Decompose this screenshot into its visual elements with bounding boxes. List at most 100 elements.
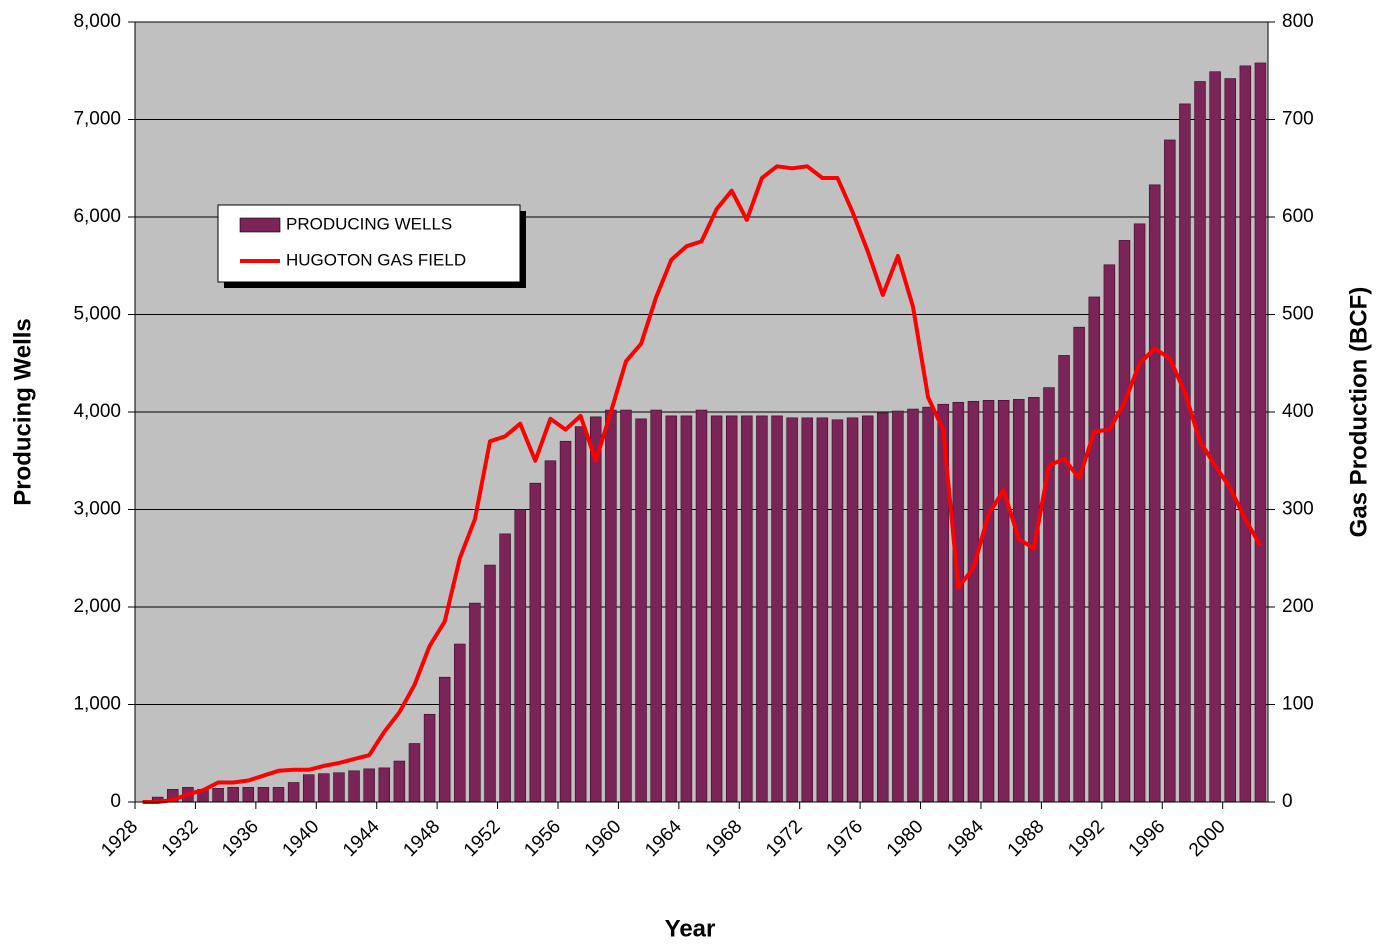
x-tick-label: 1928 (97, 816, 142, 861)
line-series (142, 164, 1263, 804)
bar (680, 415, 693, 803)
bar (287, 782, 300, 803)
bar (378, 767, 390, 803)
y2-tick-label: 100 (1282, 694, 1314, 715)
bar (242, 787, 255, 803)
bar (363, 768, 375, 803)
bar (348, 770, 360, 803)
bar (922, 406, 934, 803)
y-tick-label: 5,000 (73, 304, 121, 325)
y2-tick-label: 800 (1282, 11, 1314, 32)
bar (725, 415, 738, 803)
x-tick-label: 1984 (943, 816, 988, 861)
x-tick-label: 1936 (218, 816, 263, 861)
bar (499, 533, 511, 803)
bar (1073, 326, 1085, 803)
y-tick-label: 6,000 (73, 206, 121, 227)
bar (559, 440, 572, 803)
bar (771, 415, 783, 803)
bar (1164, 139, 1176, 803)
y2-tick-label: 700 (1282, 109, 1314, 130)
bar (514, 509, 526, 803)
x-tick-label: 1980 (883, 816, 928, 861)
bar (1028, 397, 1040, 803)
bar (861, 415, 874, 803)
bar (272, 787, 285, 803)
x-tick-label: 1996 (1125, 816, 1170, 861)
bar (620, 409, 632, 803)
bar (907, 408, 919, 803)
bar (997, 399, 1010, 803)
bar (1254, 62, 1267, 803)
bar (1013, 399, 1025, 803)
y-tick-label: 7,000 (73, 109, 121, 130)
bar (469, 602, 481, 803)
y-tick-label: 1,000 (73, 694, 121, 715)
y-tick-label: 4,000 (73, 401, 121, 422)
bar (302, 774, 315, 803)
y2-tick-label: 0 (1282, 791, 1293, 812)
y-tick-label: 3,000 (73, 499, 121, 520)
bar (605, 409, 617, 803)
bar (816, 417, 829, 803)
bar (877, 412, 889, 803)
y2-tick-label: 500 (1282, 304, 1314, 325)
bar (786, 417, 798, 803)
bar (1224, 78, 1236, 803)
bar (1043, 387, 1055, 803)
bar (695, 409, 708, 803)
x-tick-label: 1992 (1064, 816, 1109, 861)
bar (574, 426, 587, 803)
y-tick-label: 8,000 (73, 11, 121, 32)
bar (544, 460, 557, 803)
bar (1148, 184, 1161, 803)
bar (1239, 65, 1252, 803)
bar (982, 399, 995, 803)
bar (1133, 223, 1146, 803)
x-tick-label: 1988 (1004, 816, 1049, 861)
x-tick-label: 1976 (822, 816, 867, 861)
bar (1058, 355, 1070, 803)
legend-label: HUGOTON GAS FIELD (286, 250, 466, 269)
x-tick-label: 1956 (520, 816, 565, 861)
bar (650, 409, 662, 803)
y-tick-label: 0 (110, 791, 121, 812)
x-tick-label: 1968 (702, 816, 747, 861)
bar (590, 416, 602, 803)
x-tick-label: 1972 (762, 816, 807, 861)
bar (484, 564, 496, 803)
x-tick-label: 1948 (399, 816, 444, 861)
x-tick-label: 2000 (1185, 816, 1230, 861)
y2-tick-label: 300 (1282, 499, 1314, 520)
bar (227, 787, 239, 803)
bar (1103, 264, 1116, 803)
bar (1179, 103, 1191, 803)
x-tick-label: 1932 (158, 816, 203, 861)
bar (967, 400, 980, 803)
bar (801, 417, 813, 803)
x-tick-label: 1960 (581, 816, 626, 861)
y-axis-title: Producing Wells (9, 318, 36, 506)
bar (423, 713, 436, 803)
x-axis-title: Year (665, 915, 716, 942)
bar (529, 482, 542, 803)
legend-swatch (239, 217, 281, 233)
bar (892, 410, 904, 803)
bar (741, 415, 753, 803)
bar (952, 401, 965, 803)
legend-label: PRODUCING WELLS (286, 214, 452, 233)
y2-tick-label: 200 (1282, 596, 1314, 617)
x-tick-label: 1944 (339, 816, 384, 861)
bar (393, 760, 406, 803)
bar (408, 743, 421, 803)
bar (257, 787, 270, 803)
bar (1118, 240, 1131, 803)
y-tick-label: 2,000 (73, 596, 121, 617)
bar (1209, 71, 1221, 803)
bar (831, 419, 844, 803)
y2-axis-title: Gas Production (BCF) (1345, 287, 1372, 538)
bar (635, 418, 647, 803)
bar (333, 772, 345, 803)
bar (665, 415, 678, 803)
